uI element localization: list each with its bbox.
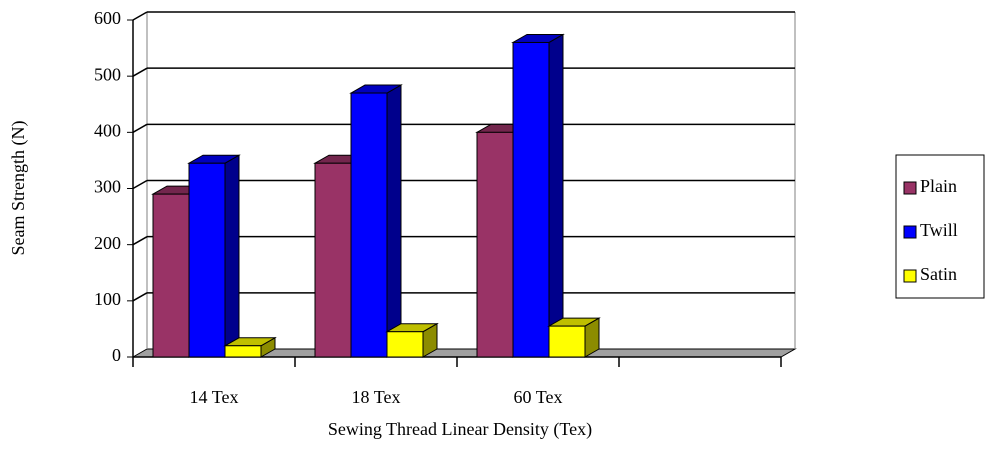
bar-front (224, 345, 262, 358)
bar (349, 84, 403, 358)
bar (511, 33, 565, 358)
x-tick-label: 14 Tex (190, 387, 239, 407)
bar-front (512, 41, 550, 358)
y-tick-label: 100 (94, 289, 121, 309)
y-tick-label: 600 (94, 8, 121, 28)
grid-line-side (132, 123, 148, 133)
x-tick-label: 60 Tex (514, 387, 563, 407)
bar-front (152, 193, 190, 358)
y-tick-label: 300 (94, 177, 121, 197)
bar-front (548, 325, 586, 358)
grid-line-side (132, 179, 148, 190)
y-tick-label: 200 (94, 233, 121, 253)
grid-line-side (132, 67, 148, 77)
grid-line-side (132, 236, 148, 246)
legend-label: Plain (920, 176, 957, 196)
bar-front (476, 131, 514, 358)
bar-front (350, 92, 388, 358)
grid-line-side (132, 11, 148, 21)
bar-front (314, 162, 352, 358)
bar-front (386, 331, 424, 358)
bar (187, 154, 241, 358)
bar-side (386, 84, 402, 358)
bar-front (188, 162, 226, 358)
legend-label: Satin (920, 264, 957, 284)
y-tick-label: 400 (94, 120, 121, 140)
bar (385, 322, 439, 358)
bar-side (548, 33, 564, 358)
x-tick-label: 18 Tex (352, 387, 401, 407)
bar-side (224, 154, 240, 358)
legend-swatch (903, 225, 917, 239)
legend-label: Twill (920, 220, 958, 240)
legend-swatch (903, 269, 917, 283)
y-tick-label: 500 (94, 64, 121, 84)
legend-swatch (903, 181, 917, 195)
y-tick-label: 0 (112, 345, 121, 365)
bar (547, 317, 601, 358)
x-axis-label: Sewing Thread Linear Density (Tex) (328, 419, 592, 440)
y-axis-label: Seam Strength (N) (8, 121, 29, 256)
bar (223, 336, 277, 358)
grid-line-side (132, 292, 148, 302)
